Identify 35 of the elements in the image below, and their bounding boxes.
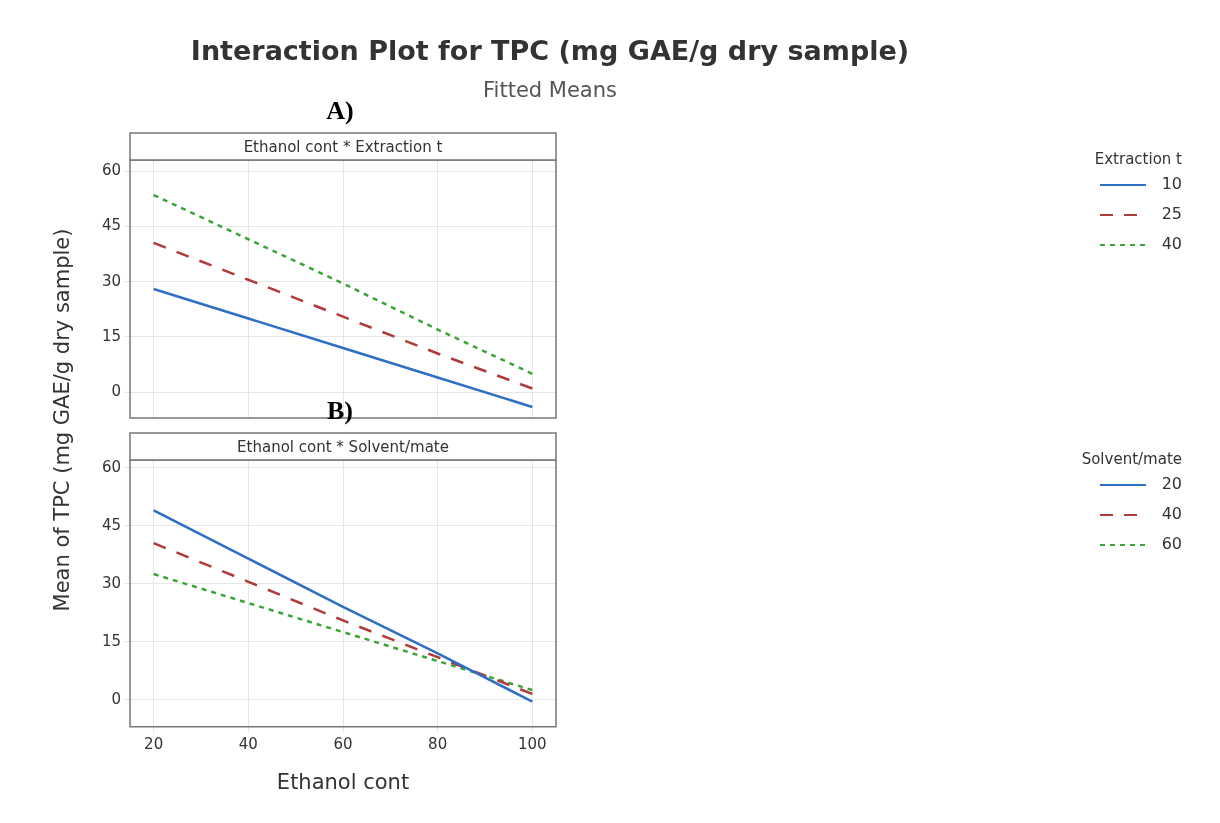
y-tick-label: 60: [101, 457, 121, 476]
y-tick-label: 30: [101, 271, 121, 290]
y-tick-label: 0: [111, 382, 121, 401]
legend-label: 40: [1161, 504, 1182, 524]
chart-title: Interaction Plot for TPC (mg GAE/g dry sample): [189, 35, 911, 66]
y-tick-label: 15: [101, 326, 121, 345]
y-tick-label: 15: [101, 631, 121, 650]
text: A): [326, 95, 354, 125]
legend-label: 20: [1161, 474, 1182, 494]
text: Ethanol cont * Extraction t: [243, 137, 443, 156]
y-tick-label: 45: [101, 515, 121, 534]
y-tick-label: 0: [111, 689, 121, 708]
line-series: [152, 193, 534, 376]
legend-label: 25: [1161, 204, 1182, 224]
line-series: [152, 541, 534, 696]
line-series: [152, 572, 534, 692]
legend-label: 40: [1161, 234, 1182, 254]
x-tick-label: 20: [144, 734, 164, 753]
legend-label: 10: [1161, 174, 1182, 194]
chart-subtitle: Fitted Means: [483, 78, 617, 102]
y-tick-label: 30: [101, 573, 121, 592]
legend-title: Solvent/mate: [1081, 449, 1182, 468]
x-tick-label: 60: [333, 734, 353, 753]
line-series: [152, 241, 534, 390]
annotation: B): [327, 395, 353, 425]
legend-title: Extraction t: [1094, 149, 1183, 168]
x-tick-label: 40: [238, 734, 258, 753]
y-tick-label: 45: [101, 216, 121, 235]
x-tick-label: 80: [428, 734, 448, 753]
y-tick-label: 60: [101, 160, 121, 179]
x-tick-label: 100: [518, 734, 547, 753]
text: Ethanol cont * Solvent/mate: [237, 437, 449, 456]
legend-label: 60: [1161, 534, 1182, 554]
y-axis-title: Mean of TPC (mg GAE/g dry sample): [50, 228, 74, 612]
x-axis-title: Ethanol cont: [276, 769, 410, 794]
